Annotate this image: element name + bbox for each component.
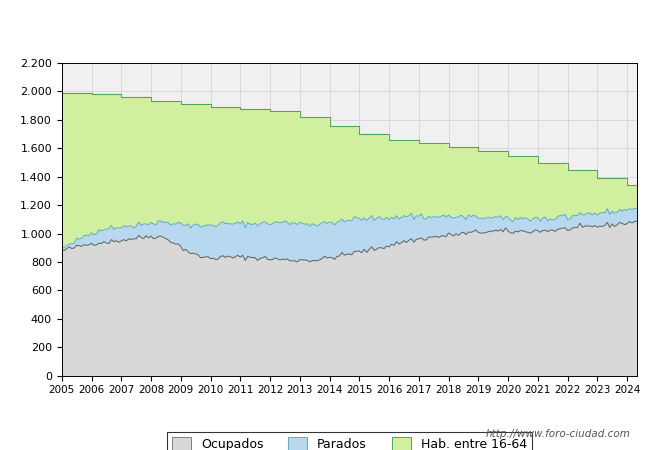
Text: http://www.foro-ciudad.com: http://www.foro-ciudad.com: [486, 429, 630, 439]
Legend: Ocupados, Parados, Hab. entre 16-64: Ocupados, Parados, Hab. entre 16-64: [167, 432, 532, 450]
Text: Mesía  -  Evolucion de la poblacion en edad de Trabajar Mayo de 2024: Mesía - Evolucion de la poblacion en eda…: [82, 12, 568, 27]
